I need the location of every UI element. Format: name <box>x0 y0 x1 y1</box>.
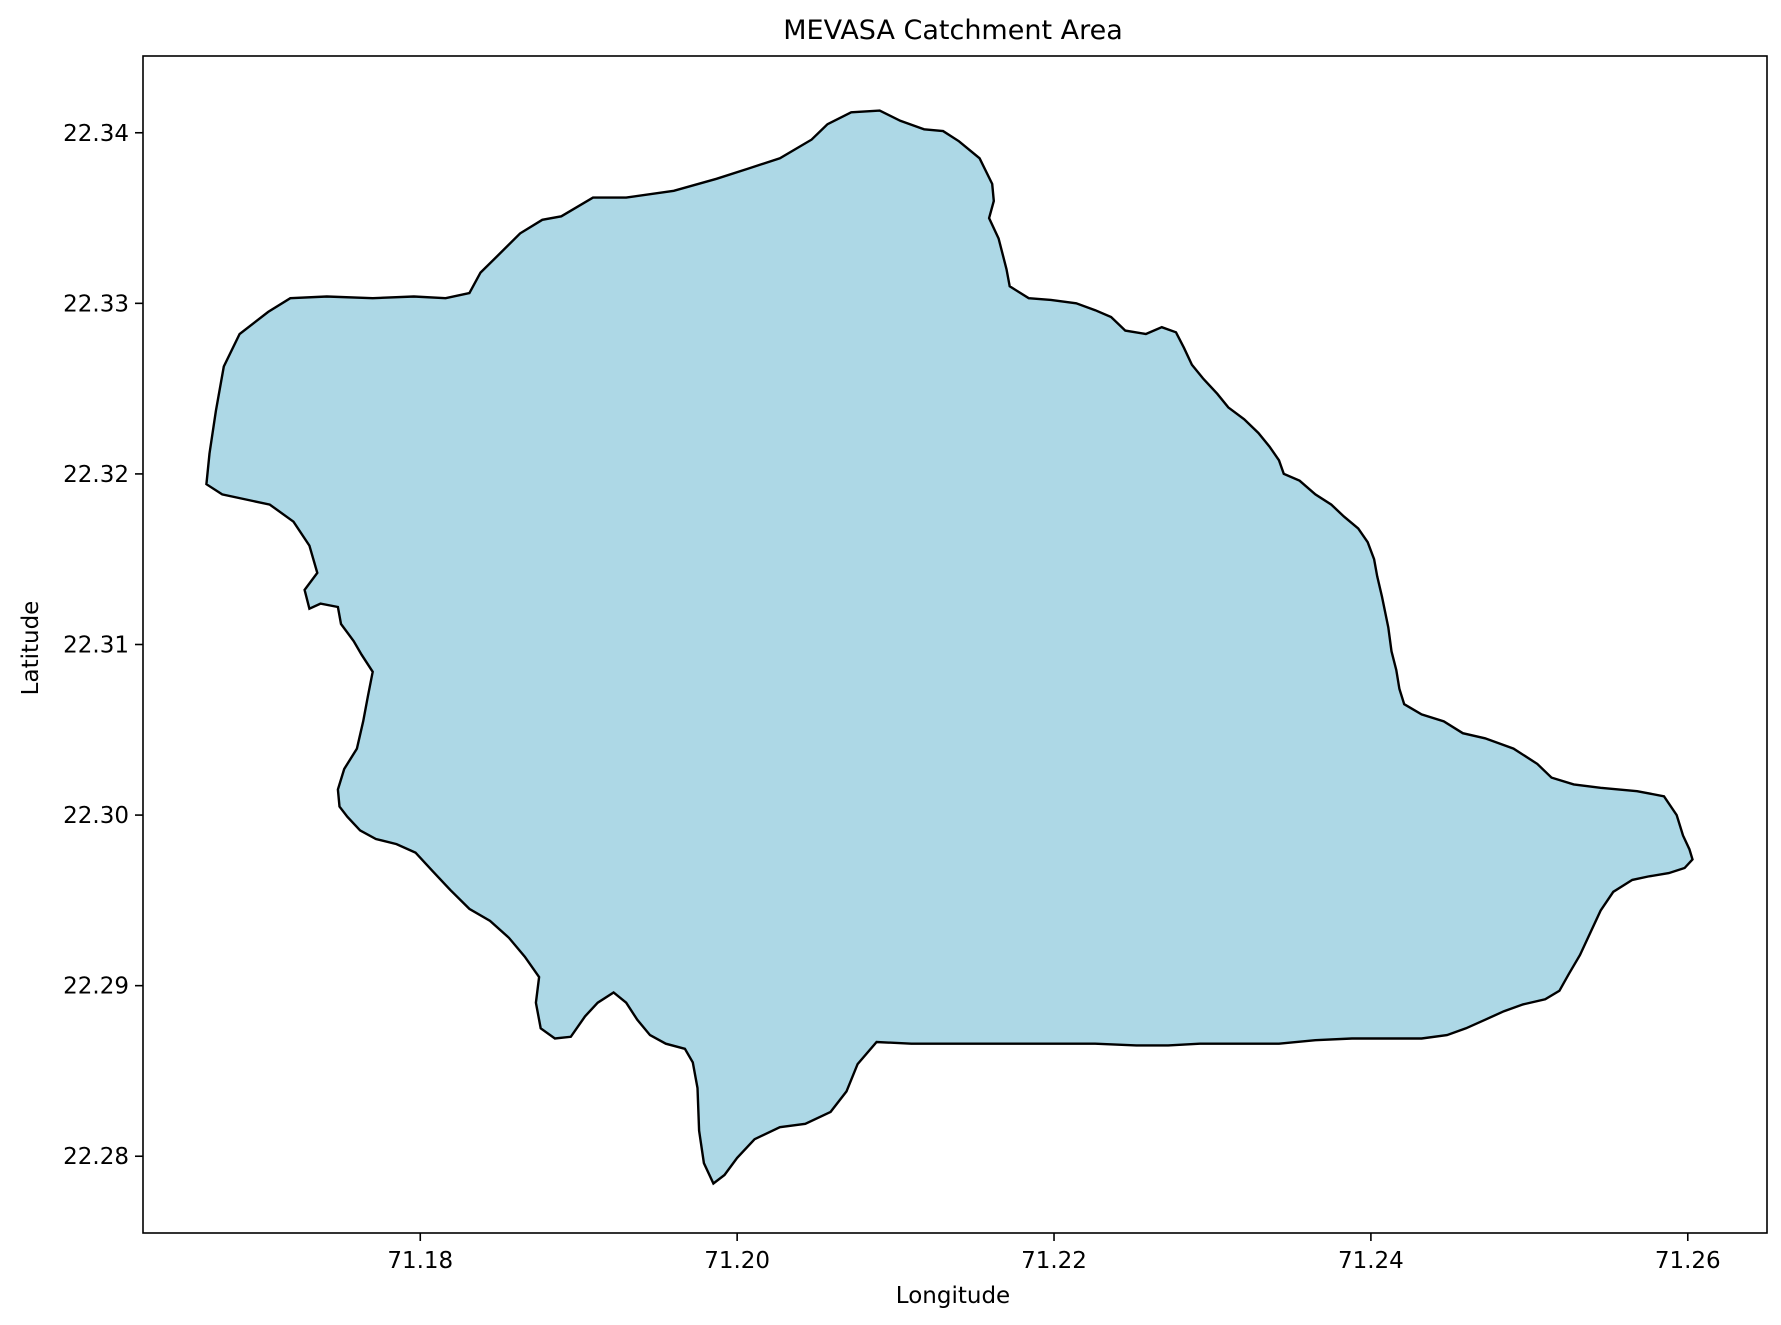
y-tick-label: 22.31 <box>63 633 129 659</box>
x-axis-ticks: 71.18 71.20 71.22 71.24 71.26 <box>387 1233 1721 1274</box>
y-tick-label: 22.29 <box>63 974 129 1000</box>
catchment-area-layer <box>205 109 1694 1186</box>
y-axis-ticks: 22.28 22.29 22.30 22.31 22.32 22.33 22.34 <box>63 121 143 1170</box>
x-tick-label: 71.24 <box>1338 1248 1404 1274</box>
x-tick-label: 71.22 <box>1021 1248 1087 1274</box>
catchment-area-polygon <box>205 109 1694 1186</box>
y-tick-label: 22.32 <box>63 462 129 488</box>
chart-title: MEVASA Catchment Area <box>783 15 1123 46</box>
x-axis-label: Longitude <box>896 1283 1010 1309</box>
x-tick-label: 71.18 <box>387 1248 453 1274</box>
y-tick-label: 22.34 <box>63 121 129 147</box>
y-tick-label: 22.33 <box>63 291 129 317</box>
x-tick-label: 71.26 <box>1655 1248 1721 1274</box>
y-tick-label: 22.30 <box>63 803 129 829</box>
x-tick-label: 71.20 <box>704 1248 770 1274</box>
y-tick-label: 22.28 <box>63 1144 129 1170</box>
y-axis-label: Latitude <box>18 601 44 696</box>
